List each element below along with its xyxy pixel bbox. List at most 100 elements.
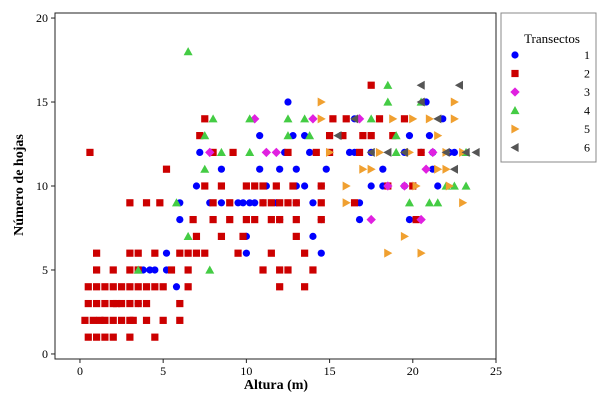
- data-point-series-1: [355, 215, 364, 224]
- data-point-series-2: [217, 182, 226, 190]
- data-point-series-2: [317, 215, 325, 224]
- data-point-series-3: [271, 147, 282, 158]
- legend-label-1: 1: [584, 48, 590, 62]
- data-point-series-2: [267, 215, 275, 224]
- y-tick-label: 10: [36, 179, 48, 193]
- data-point-series-2: [259, 266, 267, 274]
- legend-label-5: 5: [584, 122, 590, 136]
- data-point-series-2: [189, 215, 197, 224]
- x-tick-label: 0: [77, 364, 83, 378]
- y-tick-label: 0: [42, 347, 48, 361]
- y-axis-label: Número de hojas: [12, 134, 27, 236]
- data-point-series-2: [162, 165, 171, 173]
- data-point-series-2: [129, 316, 137, 324]
- data-point-series-2: [134, 299, 142, 308]
- data-point-series-4: [300, 114, 310, 123]
- data-point-series-2: [81, 316, 89, 324]
- data-point-series-4: [183, 231, 193, 240]
- data-point-series-2: [301, 249, 309, 257]
- data-point-series-1: [379, 165, 387, 173]
- data-point-series-2: [142, 199, 151, 207]
- data-point-series-3: [428, 147, 438, 158]
- data-point-series-2: [226, 215, 234, 224]
- data-point-series-2: [184, 249, 192, 257]
- data-point-series-2: [276, 215, 284, 224]
- data-point-series-2: [142, 316, 151, 324]
- data-point-series-6: [399, 147, 409, 157]
- data-point-series-4: [133, 265, 143, 274]
- data-point-series-4: [366, 114, 376, 123]
- legend: Transectos 1 2 3 4 5 6: [500, 12, 597, 163]
- data-point-series-5: [342, 198, 351, 208]
- data-point-series-2: [126, 199, 134, 207]
- y-tick-label: 20: [36, 11, 48, 25]
- data-point-series-2: [375, 115, 384, 123]
- series-6: [333, 80, 480, 174]
- series-2: [81, 81, 425, 341]
- data-point-series-5: [409, 114, 418, 124]
- data-point-series-2: [259, 182, 267, 190]
- data-point-series-1: [251, 199, 259, 207]
- legend-label-4: 4: [584, 104, 590, 118]
- x-tick-label: 5: [160, 364, 166, 378]
- data-point-series-1: [246, 199, 254, 207]
- data-point-series-5: [367, 164, 376, 174]
- data-point-series-3: [421, 164, 431, 174]
- data-point-series-2: [109, 316, 117, 324]
- data-point-series-2: [142, 299, 151, 308]
- legend-label-3: 3: [584, 85, 590, 99]
- data-point-series-2: [267, 249, 275, 257]
- data-point-series-2: [84, 299, 92, 308]
- data-point-series-2: [276, 266, 284, 274]
- data-point-series-2: [342, 115, 350, 123]
- data-point-series-4: [461, 181, 471, 190]
- data-point-series-2: [159, 283, 167, 291]
- data-point-series-2: [292, 199, 300, 207]
- data-point-series-2: [151, 333, 159, 341]
- data-point-series-5: [417, 248, 426, 258]
- data-point-series-2: [93, 266, 101, 274]
- data-point-series-6: [366, 147, 375, 157]
- data-point-series-4: [383, 97, 393, 106]
- legend-marker-2: [511, 69, 519, 78]
- data-point-series-3: [416, 214, 426, 225]
- data-point-series-2: [142, 283, 151, 291]
- data-point-series-2: [134, 283, 142, 291]
- data-point-series-2: [117, 299, 126, 308]
- data-point-series-1: [345, 148, 354, 157]
- data-point-series-2: [400, 115, 409, 123]
- data-point-series-1: [322, 165, 330, 173]
- data-point-series-2: [201, 249, 209, 257]
- data-point-series-2: [151, 249, 159, 257]
- data-point-series-5: [400, 231, 409, 241]
- data-point-series-3: [383, 181, 393, 191]
- data-point-series-4: [283, 131, 293, 140]
- data-point-series-2: [109, 266, 117, 274]
- data-point-series-2: [184, 266, 192, 274]
- legend-items: 1 2 3 4 5 6: [510, 48, 590, 155]
- data-point-series-6: [350, 114, 359, 124]
- data-point-series-5: [459, 198, 468, 208]
- data-point-series-2: [192, 249, 201, 257]
- data-point-series-1: [301, 182, 309, 190]
- legend-box: [500, 12, 597, 163]
- data-point-series-2: [226, 199, 234, 207]
- data-point-series-2: [126, 283, 134, 291]
- data-point-series-2: [159, 316, 167, 324]
- data-point-series-4: [200, 164, 210, 173]
- data-point-series-1: [176, 215, 184, 224]
- data-point-series-1: [239, 199, 247, 207]
- data-point-series-6: [471, 147, 480, 157]
- data-point-series-2: [156, 199, 164, 207]
- data-point-series-3: [399, 181, 410, 191]
- x-tick-label: 15: [324, 364, 336, 378]
- data-point-series-2: [109, 283, 117, 291]
- data-point-series-2: [312, 148, 320, 157]
- data-point-series-1: [192, 182, 201, 190]
- data-point-series-4: [391, 147, 401, 157]
- data-point-series-2: [101, 316, 109, 324]
- data-point-series-1: [434, 182, 442, 190]
- legend-label-2: 2: [584, 67, 590, 81]
- data-point-series-2: [209, 199, 217, 207]
